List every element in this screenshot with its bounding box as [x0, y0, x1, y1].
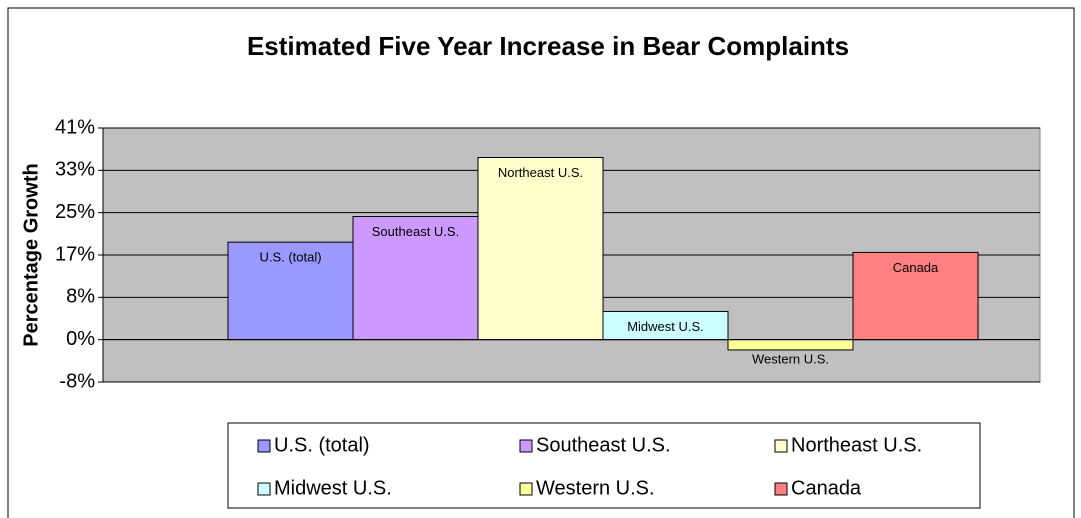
y-tick-label: 25% — [55, 201, 95, 223]
legend-label: Northeast U.S. — [791, 434, 922, 456]
legend-swatch — [257, 439, 271, 453]
bar — [227, 241, 354, 341]
legend-swatch — [519, 439, 533, 453]
data-label: Canada — [893, 260, 939, 275]
bar — [602, 310, 729, 341]
legend-label: U.S. (total) — [274, 434, 370, 456]
chart-title: Estimated Five Year Increase in Bear Com… — [247, 31, 849, 61]
data-label: U.S. (total) — [259, 250, 321, 265]
legend — [227, 422, 981, 509]
legend-label: Western U.S. — [536, 477, 655, 499]
y-tick-label: -8% — [59, 370, 95, 392]
legend-swatch — [257, 482, 271, 496]
bar — [352, 216, 479, 341]
y-tick-label: 33% — [55, 159, 95, 181]
legend-label: Midwest U.S. — [274, 477, 392, 499]
data-label: Midwest U.S. — [627, 319, 704, 334]
y-tick-label: 8% — [66, 286, 95, 308]
y-tick-label: 0% — [66, 328, 95, 350]
legend-label: Southeast U.S. — [536, 434, 671, 456]
y-tick-label: 41% — [55, 116, 95, 138]
legend-label: Canada — [791, 477, 862, 499]
y-tick-label: 17% — [55, 243, 95, 265]
y-axis-label: Percentage Growth — [20, 163, 42, 346]
legend-swatch — [774, 439, 788, 453]
data-label: Northeast U.S. — [498, 165, 583, 180]
bar — [727, 339, 854, 351]
legend-swatch — [519, 482, 533, 496]
legend-swatch — [774, 482, 788, 496]
data-label: Western U.S. — [752, 351, 829, 366]
data-label: Southeast U.S. — [372, 224, 459, 239]
bar — [477, 157, 604, 341]
bar — [852, 251, 979, 341]
